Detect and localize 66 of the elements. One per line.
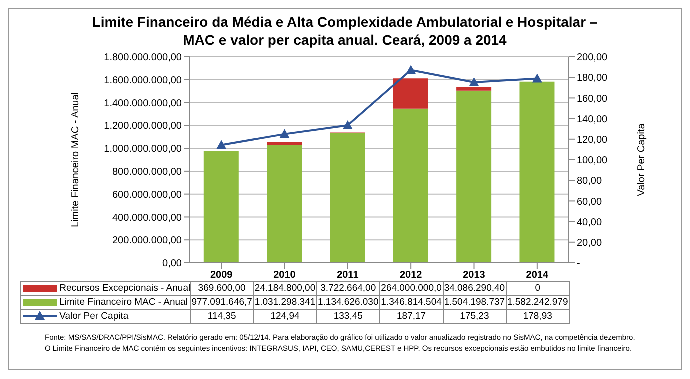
- data-label: 264.000.000,0: [380, 282, 444, 296]
- data-label: 1.504.198.737: [443, 296, 506, 310]
- data-label: 3.722.664,00: [316, 282, 380, 296]
- y-tick-label: 200.000.000,00: [112, 236, 182, 247]
- data-label: 977.091.646,7: [190, 296, 254, 310]
- bar: [267, 144, 302, 263]
- x-tick-label: 2009: [210, 270, 234, 282]
- data-label: 178,93: [506, 310, 570, 324]
- bar: [520, 82, 555, 263]
- data-label: 187,17: [380, 310, 444, 324]
- y-tick-label: 1.200.000.000,00: [104, 121, 182, 132]
- y2-tick-label: 120,00: [577, 134, 608, 146]
- data-label: 175,23: [443, 310, 506, 324]
- bar: [330, 133, 366, 263]
- y-axis-title: Limite Financeiro MAC - Anual: [70, 92, 82, 228]
- y-tick-label: 1.600.000.000,00: [104, 75, 182, 86]
- y2-tick-label: 60,00: [577, 196, 602, 208]
- bar: [267, 142, 302, 145]
- y2-tick-label: -: [577, 258, 580, 270]
- legend-label: Recursos Excepcionais - Anual: [20, 282, 191, 296]
- point: [406, 65, 416, 74]
- data-label: 1.031.298.341: [254, 296, 317, 310]
- y-tick-label: 1.800.000.000,00: [104, 52, 182, 64]
- data-label: 369.600,00: [190, 282, 254, 296]
- y2-tick-label: 160,00: [577, 94, 608, 105]
- data-label: 133,45: [316, 310, 380, 324]
- point: [469, 78, 480, 87]
- legend-label: Limite Financeiro MAC - Anual: [20, 296, 190, 310]
- data-label: 1.134.626.030: [316, 296, 380, 310]
- bar: [204, 151, 239, 263]
- y-tick-label: 0,00: [162, 258, 182, 270]
- x-tick-label: 2014: [526, 270, 549, 282]
- point: [532, 74, 542, 83]
- bar: [393, 78, 428, 109]
- x-tick-label: 2012: [400, 270, 423, 282]
- y-tick-label: 800.000.000,00: [112, 166, 182, 178]
- point: [342, 120, 353, 130]
- y2-tick-label: 100,00: [577, 156, 608, 167]
- data-label: 24.184.800,00: [254, 282, 317, 296]
- y2-tick-label: 200,00: [577, 52, 608, 64]
- data-label: 34.086.290,40: [443, 282, 506, 296]
- x-tick-label: 2013: [463, 270, 486, 282]
- data-label: 1.346.814.504: [380, 296, 444, 310]
- bar: [456, 86, 492, 91]
- bar: [393, 108, 428, 263]
- chart-title: Limite Financeiro da Média e Alta Complexidade Ambulatorial e Hospitalar – MAC e valor per capita anual. Ceará, 2009 a 2014: [91, 13, 599, 49]
- y2-tick-label: 80,00: [577, 176, 602, 188]
- y-tick-label: 1.000.000.000,00: [104, 144, 182, 156]
- y-tick-label: 400.000.000,00: [112, 212, 182, 224]
- y2-tick-label: 140,00: [577, 114, 608, 126]
- data-label: 124,94: [254, 310, 317, 324]
- x-tick-label: 2010: [274, 270, 296, 282]
- x-tick-label: 2011: [337, 270, 360, 282]
- y-tick-label: 600.000.000,00: [112, 190, 182, 201]
- bar: [456, 90, 492, 263]
- y2-axis-title: Valor Per Capita: [636, 123, 648, 196]
- y2-tick-label: 180,00: [577, 73, 608, 84]
- y-tick-label: 1.400.000.000,00: [104, 98, 182, 110]
- y2-tick-label: 40,00: [577, 217, 602, 228]
- point: [216, 140, 227, 150]
- data-label: 0: [506, 282, 570, 296]
- data-label: 114,35: [190, 310, 254, 324]
- data-label: 1.582.242.979: [506, 296, 570, 310]
- y2-tick-label: 20,00: [577, 238, 602, 249]
- legend-label: Valor Per Capita: [20, 310, 190, 324]
- point: [280, 129, 290, 138]
